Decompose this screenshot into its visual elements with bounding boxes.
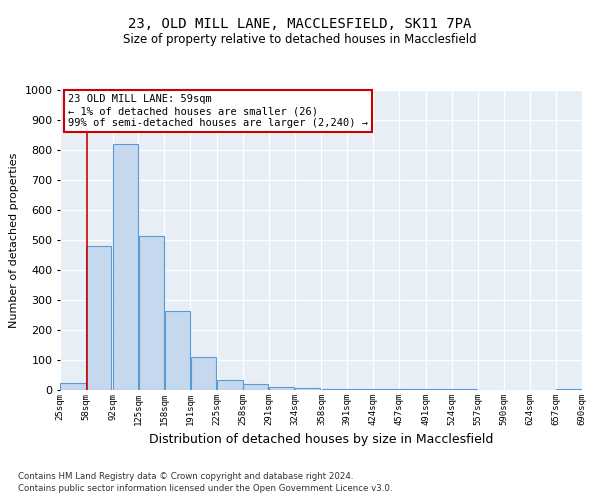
Bar [86, 246, 112, 390]
Bar [347, 389, 373, 390]
Bar [61, 382, 86, 390]
Bar [295, 388, 320, 390]
Bar [217, 380, 242, 390]
Bar [322, 388, 347, 390]
Text: Contains public sector information licensed under the Open Government Licence v3: Contains public sector information licen… [18, 484, 392, 493]
Bar [556, 388, 581, 390]
X-axis label: Distribution of detached houses by size in Macclesfield: Distribution of detached houses by size … [149, 434, 493, 446]
Text: Size of property relative to detached houses in Macclesfield: Size of property relative to detached ho… [123, 32, 477, 46]
Bar [113, 144, 138, 390]
Bar [165, 310, 190, 390]
Bar [269, 387, 295, 390]
Bar [139, 236, 164, 390]
Bar [374, 389, 399, 390]
Bar [400, 389, 425, 390]
Text: 23, OLD MILL LANE, MACCLESFIELD, SK11 7PA: 23, OLD MILL LANE, MACCLESFIELD, SK11 7P… [128, 18, 472, 32]
Text: Contains HM Land Registry data © Crown copyright and database right 2024.: Contains HM Land Registry data © Crown c… [18, 472, 353, 481]
Bar [191, 357, 216, 390]
Y-axis label: Number of detached properties: Number of detached properties [9, 152, 19, 328]
Bar [243, 384, 268, 390]
Text: 23 OLD MILL LANE: 59sqm
← 1% of detached houses are smaller (26)
99% of semi-det: 23 OLD MILL LANE: 59sqm ← 1% of detached… [68, 94, 368, 128]
